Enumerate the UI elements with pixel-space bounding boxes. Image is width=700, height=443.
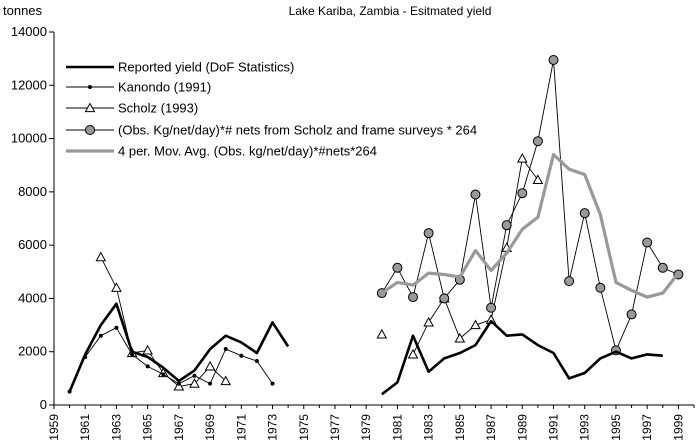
x-tick-label: 1963 [109, 414, 123, 441]
x-tick-label: 1985 [453, 414, 467, 441]
data-point [98, 333, 103, 338]
x-tick-label: 1967 [172, 414, 186, 441]
data-point [501, 220, 512, 231]
y-tick-label: 6000 [18, 237, 47, 252]
data-point [517, 188, 528, 199]
x-tick-label: 1971 [234, 414, 248, 441]
data-point [548, 54, 559, 65]
x-tick-label: 1991 [547, 414, 561, 441]
data-point [145, 364, 150, 369]
legend-label: (Obs. Kg/net/day)*# nets from Scholz and… [118, 123, 477, 138]
x-tick-label: 1965 [141, 414, 155, 441]
x-tick-label: 1961 [78, 414, 92, 441]
series-3 [376, 54, 684, 356]
data-point [84, 102, 96, 113]
data-point [189, 378, 200, 388]
data-point [657, 262, 668, 273]
data-point [532, 136, 543, 147]
legend: Reported yield (DoF Statistics) Kanondo (… [66, 60, 477, 159]
data-point [642, 237, 653, 248]
y-axis-label: tonnes [3, 3, 43, 18]
series-line [380, 153, 680, 299]
legend-label: Reported yield (DoF Statistics) [118, 60, 294, 75]
data-point [470, 189, 481, 200]
series-line [69, 327, 273, 392]
series-4 [380, 153, 680, 299]
x-tick-label: 1977 [328, 414, 342, 441]
series-1 [67, 325, 275, 394]
y-tick-label: 2000 [18, 344, 47, 359]
chart-title: Lake Kariba, Zambia - Esitmated yield [289, 4, 492, 18]
legend-box [58, 56, 478, 158]
data-point [486, 302, 497, 313]
data-point [192, 373, 197, 378]
data-point [423, 228, 434, 239]
data-point [408, 292, 419, 303]
x-tick-label: 1969 [203, 414, 217, 441]
data-point [470, 319, 481, 330]
x-ticks: 1959 1961 1963 1965 1967 1969 1971 1973 1975 1977… [47, 405, 695, 441]
data-point [254, 359, 259, 364]
series-line [68, 302, 290, 393]
data-point [626, 309, 637, 320]
series-layer [67, 54, 684, 396]
data-point [208, 381, 213, 386]
data-point [142, 344, 154, 355]
data-point [88, 85, 92, 89]
x-tick-label: 1987 [484, 414, 498, 441]
x-tick-label: 1979 [359, 414, 373, 441]
series-0 [68, 302, 663, 396]
data-point [376, 328, 388, 339]
y-tick-label: 10000 [11, 131, 47, 146]
data-point [85, 125, 95, 135]
x-tick-label: 1975 [297, 414, 311, 441]
data-point [114, 325, 119, 330]
data-point [161, 372, 166, 377]
data-point [407, 348, 419, 359]
y-tick-label: 0 [40, 397, 47, 412]
x-tick-label: 1981 [390, 414, 404, 441]
data-point [532, 174, 544, 184]
data-point [220, 375, 232, 386]
data-point [204, 360, 216, 371]
data-point [439, 293, 450, 304]
data-point [579, 208, 590, 219]
legend-label: 4 per. Mov. Avg. (Obs. kg/net/day)*#nets… [118, 144, 377, 159]
data-point [423, 316, 434, 327]
data-point [173, 380, 185, 391]
data-point [95, 251, 107, 262]
axes [53, 32, 694, 406]
data-point [454, 332, 466, 343]
x-tick-label: 1997 [640, 414, 654, 441]
data-point [595, 282, 606, 293]
x-tick-label: 1995 [609, 414, 623, 441]
data-point [176, 381, 181, 386]
y-tick-label: 4000 [18, 290, 47, 305]
x-tick-label: 1993 [578, 414, 592, 441]
x-tick-label: 1973 [266, 414, 280, 441]
x-tick-label: 1999 [671, 414, 685, 441]
series-2 [95, 153, 544, 391]
series-line [381, 319, 663, 396]
x-tick-label: 1989 [515, 414, 529, 441]
legend-label: Scholz (1993) [118, 101, 198, 116]
y-ticks: 0 2000 4000 6000 8000 10000 12000 14000 [11, 24, 54, 412]
data-point [270, 381, 275, 386]
data-point [111, 282, 122, 292]
data-point [516, 153, 528, 163]
y-tick-label: 14000 [11, 24, 47, 39]
series-line [381, 59, 679, 351]
x-tick-label: 1983 [422, 414, 436, 441]
y-tick-label: 12000 [11, 77, 47, 92]
data-point [239, 353, 244, 358]
legend-label: Kanondo (1991) [118, 80, 211, 95]
x-tick-label: 1959 [47, 414, 61, 441]
data-point [564, 276, 575, 287]
data-point [392, 262, 403, 273]
y-tick-label: 8000 [18, 184, 47, 199]
data-point [223, 347, 228, 352]
